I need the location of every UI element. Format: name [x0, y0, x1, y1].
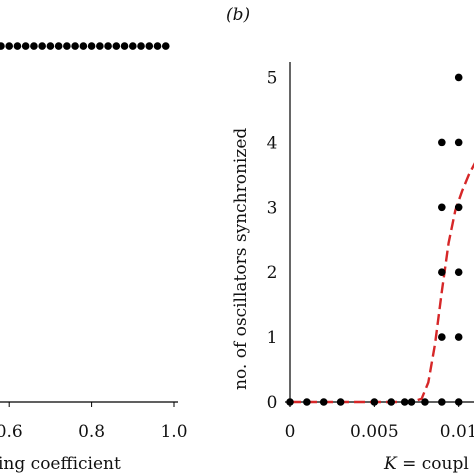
panel-a-point [71, 42, 79, 50]
panel-b-point [454, 398, 463, 406]
panel-b-point [438, 268, 446, 276]
panel-b-y-tick-label: 2 [267, 263, 278, 283]
panel-b-point [319, 398, 328, 406]
panel-a-point [46, 42, 55, 50]
panel-b-point [454, 203, 463, 212]
panel-a-point [112, 42, 121, 50]
panel-b-x-tick-label: 0.005 [350, 422, 399, 442]
panel-b-point [454, 333, 463, 341]
panel-b-y-ticks: 0 1 2 3 4 5 [267, 68, 278, 413]
panel-a-point [104, 42, 112, 50]
panel-a-point [137, 42, 145, 50]
panel-b: (b) 0 1 2 3 4 5 0 0.005 0.01 no. of oscillators… [226, 5, 474, 474]
panel-b-point [438, 203, 446, 212]
panel-a-point [30, 42, 38, 50]
panel-b-points [286, 73, 463, 406]
panel-a-points [0, 42, 170, 50]
panel-b-point [454, 138, 463, 147]
panel-b-x-axis-rest: = coupl [397, 454, 469, 474]
panel-a-point [5, 42, 13, 50]
panel-b-x-axis-label: K = coupl [383, 454, 469, 474]
panel-b-point [438, 398, 446, 406]
panel-b-point [336, 398, 345, 406]
panel-a-x-tick-label: 0.8 [78, 422, 105, 442]
panel-b-x-axis-var: K [383, 454, 398, 474]
panel-a-x-tick-label: 0.6 [0, 422, 23, 442]
panel-a-point [153, 42, 162, 50]
panel-b-y-tick-label: 4 [267, 133, 278, 153]
panel-b-x-tick-label: 0 [285, 422, 296, 442]
panel-a-x-axis-label: ing coefficient [0, 454, 121, 474]
panel-a-point [63, 42, 71, 50]
panel-b-point [454, 73, 463, 82]
panel-b-point [387, 398, 396, 406]
panel-a-point [145, 42, 154, 50]
panel-b-point [438, 138, 446, 147]
panel-b-y-tick-label: 3 [267, 198, 278, 218]
panel-a-point [161, 42, 170, 50]
panel-a-x-ticks: 0.6 0.8 1.0 [0, 402, 188, 442]
panel-a-point [21, 42, 30, 50]
panel-a: 0.6 0.8 1.0 ing coefficient [0, 42, 188, 474]
panel-b-x-ticks: 0 0.005 0.01 [285, 402, 474, 442]
panel-b-y-tick-label: 0 [267, 393, 278, 413]
panel-a-point [87, 42, 96, 50]
panel-b-point [421, 398, 429, 406]
panel-b-point [400, 398, 409, 406]
panel-b-x-tick-label: 0.01 [440, 422, 474, 442]
panel-b-fit-curve [290, 162, 474, 404]
panel-b-point [286, 398, 294, 406]
panel-b-point [454, 268, 463, 276]
panel-a-point [129, 42, 137, 50]
panel-b-label: (b) [226, 5, 250, 25]
panel-a-point [54, 42, 63, 50]
panel-a-x-tick-label: 1.0 [160, 422, 187, 442]
panel-a-point [13, 42, 22, 50]
panel-a-point [38, 42, 46, 50]
panel-b-point [438, 333, 446, 341]
panel-b-y-tick-label: 5 [267, 68, 278, 88]
panel-a-point [79, 42, 88, 50]
panel-b-y-axis-label: no. of oscillators synchronized [231, 128, 251, 390]
panel-b-point [407, 398, 416, 406]
panel-b-point [370, 398, 379, 406]
panel-b-point [303, 398, 311, 406]
panel-b-y-tick-label: 1 [267, 328, 278, 348]
panel-a-point [96, 42, 104, 50]
panel-a-point [0, 42, 5, 50]
panel-a-point [120, 42, 129, 50]
